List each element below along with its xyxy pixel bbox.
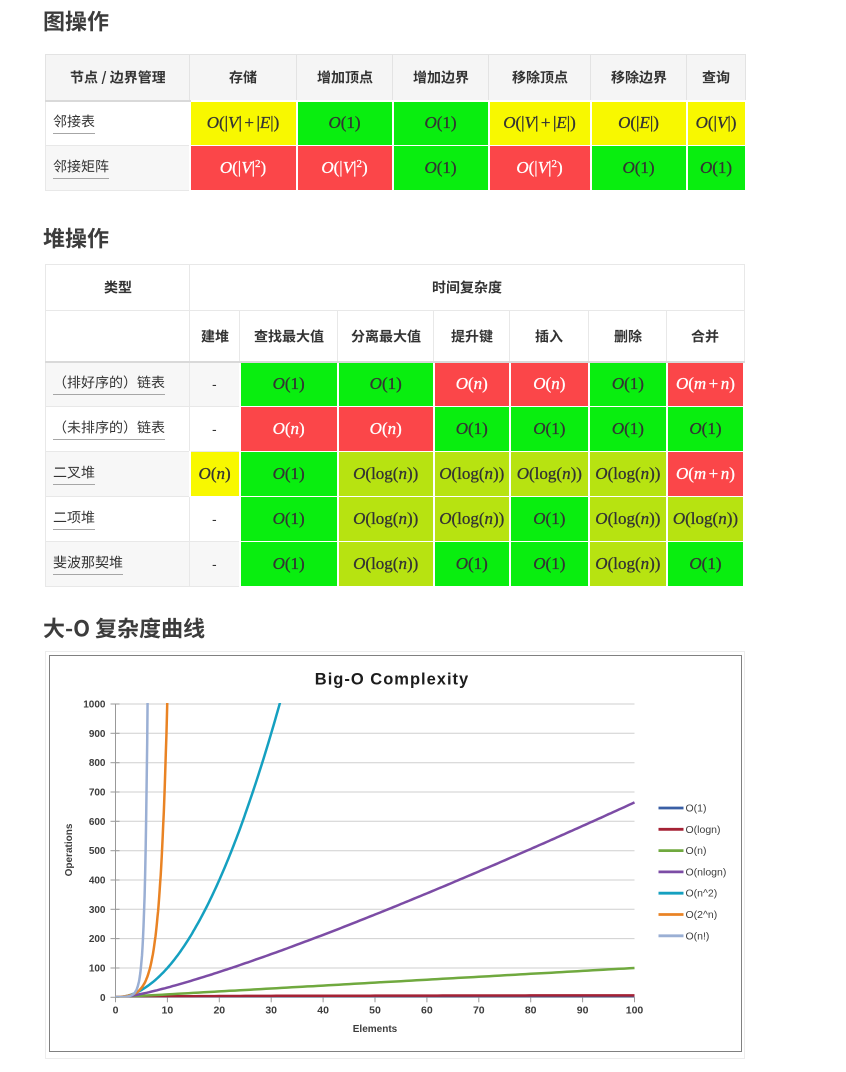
svg-text:O(n^2): O(n^2) bbox=[686, 888, 718, 900]
svg-text:1000: 1000 bbox=[83, 700, 106, 711]
svg-text:600: 600 bbox=[89, 817, 106, 828]
svg-text:70: 70 bbox=[473, 1004, 485, 1016]
svg-text:100: 100 bbox=[89, 964, 106, 975]
svg-text:O(n!): O(n!) bbox=[686, 930, 710, 942]
svg-text:50: 50 bbox=[369, 1004, 381, 1016]
svg-text:Operations: Operations bbox=[64, 823, 75, 876]
svg-text:300: 300 bbox=[89, 905, 106, 916]
svg-text:200: 200 bbox=[89, 934, 106, 945]
svg-text:0: 0 bbox=[113, 1004, 119, 1016]
svg-text:500: 500 bbox=[89, 846, 106, 857]
svg-text:O(logn): O(logn) bbox=[686, 824, 721, 836]
svg-text:700: 700 bbox=[89, 788, 106, 799]
svg-text:60: 60 bbox=[421, 1004, 433, 1016]
svg-text:400: 400 bbox=[89, 876, 106, 887]
svg-text:Big-O Complexity: Big-O Complexity bbox=[315, 671, 469, 689]
svg-text:O(1): O(1) bbox=[686, 803, 707, 815]
svg-text:O(n): O(n) bbox=[686, 845, 707, 857]
svg-text:90: 90 bbox=[577, 1004, 589, 1016]
svg-text:0: 0 bbox=[100, 993, 106, 1004]
svg-text:30: 30 bbox=[265, 1004, 277, 1016]
svg-text:900: 900 bbox=[89, 729, 106, 740]
svg-text:Elements: Elements bbox=[353, 1024, 398, 1035]
svg-text:40: 40 bbox=[317, 1004, 329, 1016]
svg-text:10: 10 bbox=[162, 1004, 174, 1016]
svg-text:O(2^n): O(2^n) bbox=[686, 909, 718, 921]
svg-text:800: 800 bbox=[89, 758, 106, 769]
svg-text:100: 100 bbox=[626, 1004, 644, 1016]
svg-text:80: 80 bbox=[525, 1004, 537, 1016]
svg-text:O(nlogn): O(nlogn) bbox=[686, 866, 727, 878]
svg-text:20: 20 bbox=[213, 1004, 225, 1016]
